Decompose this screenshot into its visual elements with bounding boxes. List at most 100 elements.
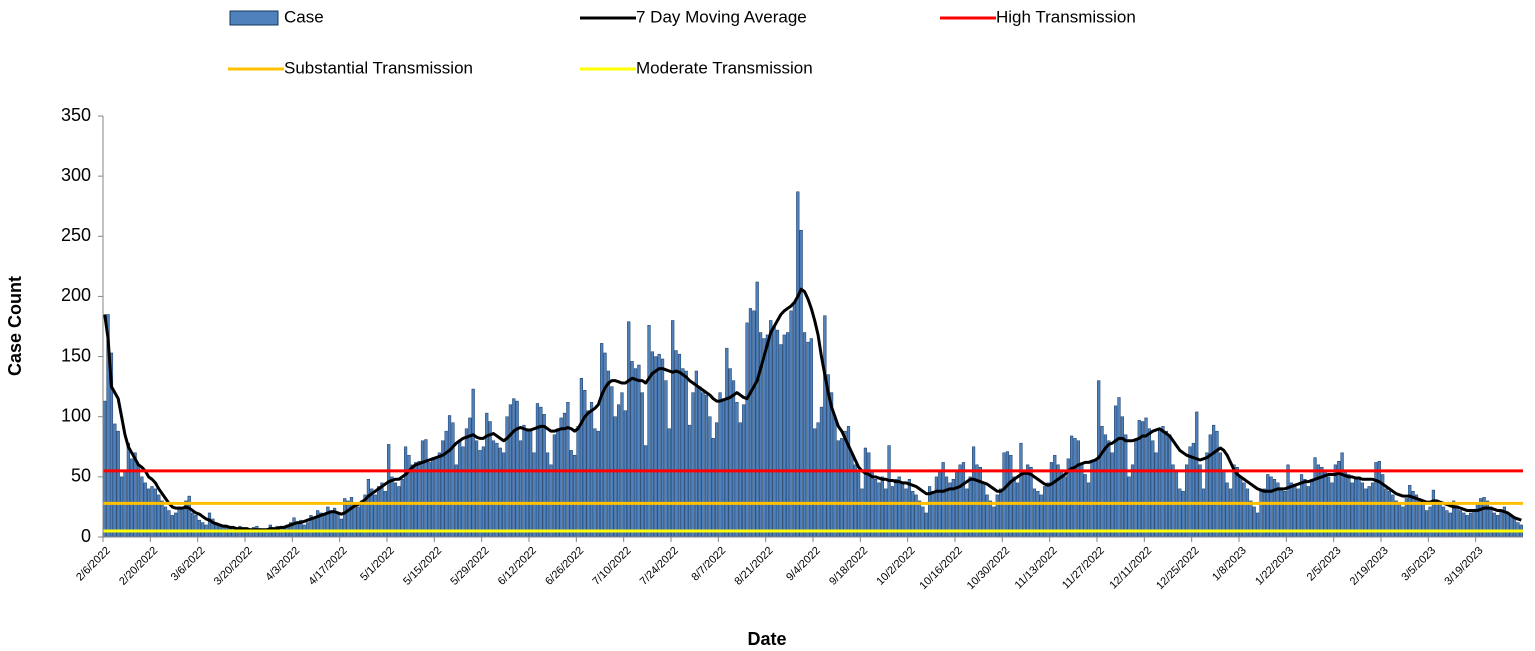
bar: [390, 476, 394, 538]
bar: [1448, 512, 1452, 538]
x-tick-label: 6/26/2022: [543, 545, 586, 588]
bar: [1408, 485, 1412, 538]
bar: [1286, 464, 1290, 538]
bar: [403, 446, 408, 538]
bar: [691, 392, 695, 538]
bar: [1354, 479, 1358, 538]
bar: [1026, 464, 1030, 538]
legend-label: 7 Day Moving Average: [636, 7, 807, 26]
bar: [647, 325, 651, 538]
bar: [613, 416, 617, 538]
bar: [721, 398, 726, 538]
bar: [366, 479, 371, 538]
x-tick-label: 12/11/2022: [1107, 545, 1154, 592]
bar: [1509, 515, 1513, 538]
bar: [1127, 476, 1131, 538]
bar: [1147, 428, 1152, 538]
bar: [444, 430, 448, 538]
bar: [1401, 506, 1405, 538]
x-tick-label: 2/5/2023: [1305, 545, 1344, 584]
bar: [890, 486, 895, 538]
bar: [806, 341, 810, 538]
bar: [1425, 510, 1429, 538]
bar: [336, 512, 340, 538]
bar: [1252, 506, 1256, 538]
bar: [1046, 482, 1050, 538]
x-tick-label: 11/13/2022: [1013, 545, 1060, 592]
bar: [1120, 416, 1124, 538]
bar: [894, 479, 898, 538]
bar: [674, 350, 678, 538]
x-tick-label: 12/25/2022: [1154, 545, 1201, 592]
bar: [498, 447, 502, 538]
bar: [1117, 397, 1121, 538]
bar: [762, 338, 766, 538]
bar: [829, 392, 834, 538]
bar: [190, 512, 195, 538]
bar: [464, 428, 469, 538]
bar: [1154, 452, 1158, 538]
bar: [1306, 486, 1310, 538]
bar: [853, 464, 857, 538]
bar: [410, 464, 414, 538]
bar: [1218, 452, 1223, 538]
bar: [451, 422, 455, 538]
bar: [887, 445, 891, 538]
bar: [958, 464, 962, 538]
bar: [900, 482, 905, 538]
bar: [687, 424, 692, 538]
bar: [603, 352, 607, 538]
bar: [387, 444, 391, 538]
bar: [140, 476, 144, 538]
bar: [711, 438, 715, 538]
bar: [1458, 510, 1463, 538]
x-tick-label: 9/4/2022: [784, 545, 823, 584]
bar: [782, 334, 786, 538]
bar: [1293, 483, 1297, 538]
bar: [877, 482, 881, 538]
bar: [197, 519, 201, 538]
y-tick-label: 150: [61, 345, 91, 365]
bar: [1468, 512, 1473, 538]
bar: [1239, 476, 1243, 538]
x-tick-label: 11/27/2022: [1060, 545, 1107, 592]
bar: [1184, 464, 1189, 538]
bar: [765, 334, 769, 538]
bar: [1232, 464, 1236, 538]
bar: [1056, 464, 1060, 538]
bar: [549, 464, 553, 538]
bar: [1465, 515, 1469, 538]
bar: [725, 347, 729, 538]
bar: [458, 440, 462, 538]
bar: [103, 400, 107, 538]
x-tick-label: 6/12/2022: [496, 545, 539, 588]
bar: [708, 416, 712, 538]
bar: [522, 424, 526, 538]
bar: [1195, 411, 1199, 538]
bar: [921, 506, 925, 538]
bar: [698, 386, 702, 538]
bar: [1063, 476, 1067, 538]
x-tick-label: 4/3/2022: [263, 545, 302, 584]
y-tick-label: 250: [61, 225, 91, 245]
bar: [802, 332, 807, 538]
bar: [586, 410, 590, 538]
y-tick-label: 200: [61, 285, 91, 305]
bar: [1090, 462, 1094, 538]
bar: [424, 439, 428, 538]
bar: [356, 506, 360, 538]
bar: [556, 428, 560, 538]
bar: [1100, 426, 1104, 538]
x-tick-label: 3/20/2022: [212, 545, 255, 588]
bar: [813, 428, 817, 538]
bar: [924, 512, 928, 538]
bar: [1276, 482, 1280, 538]
y-tick-label: 300: [61, 165, 91, 185]
x-tick-label: 9/18/2022: [827, 545, 870, 588]
bar: [113, 423, 117, 538]
bar: [177, 506, 181, 538]
bar: [971, 446, 976, 538]
bar: [1367, 486, 1371, 538]
bar: [600, 343, 604, 538]
